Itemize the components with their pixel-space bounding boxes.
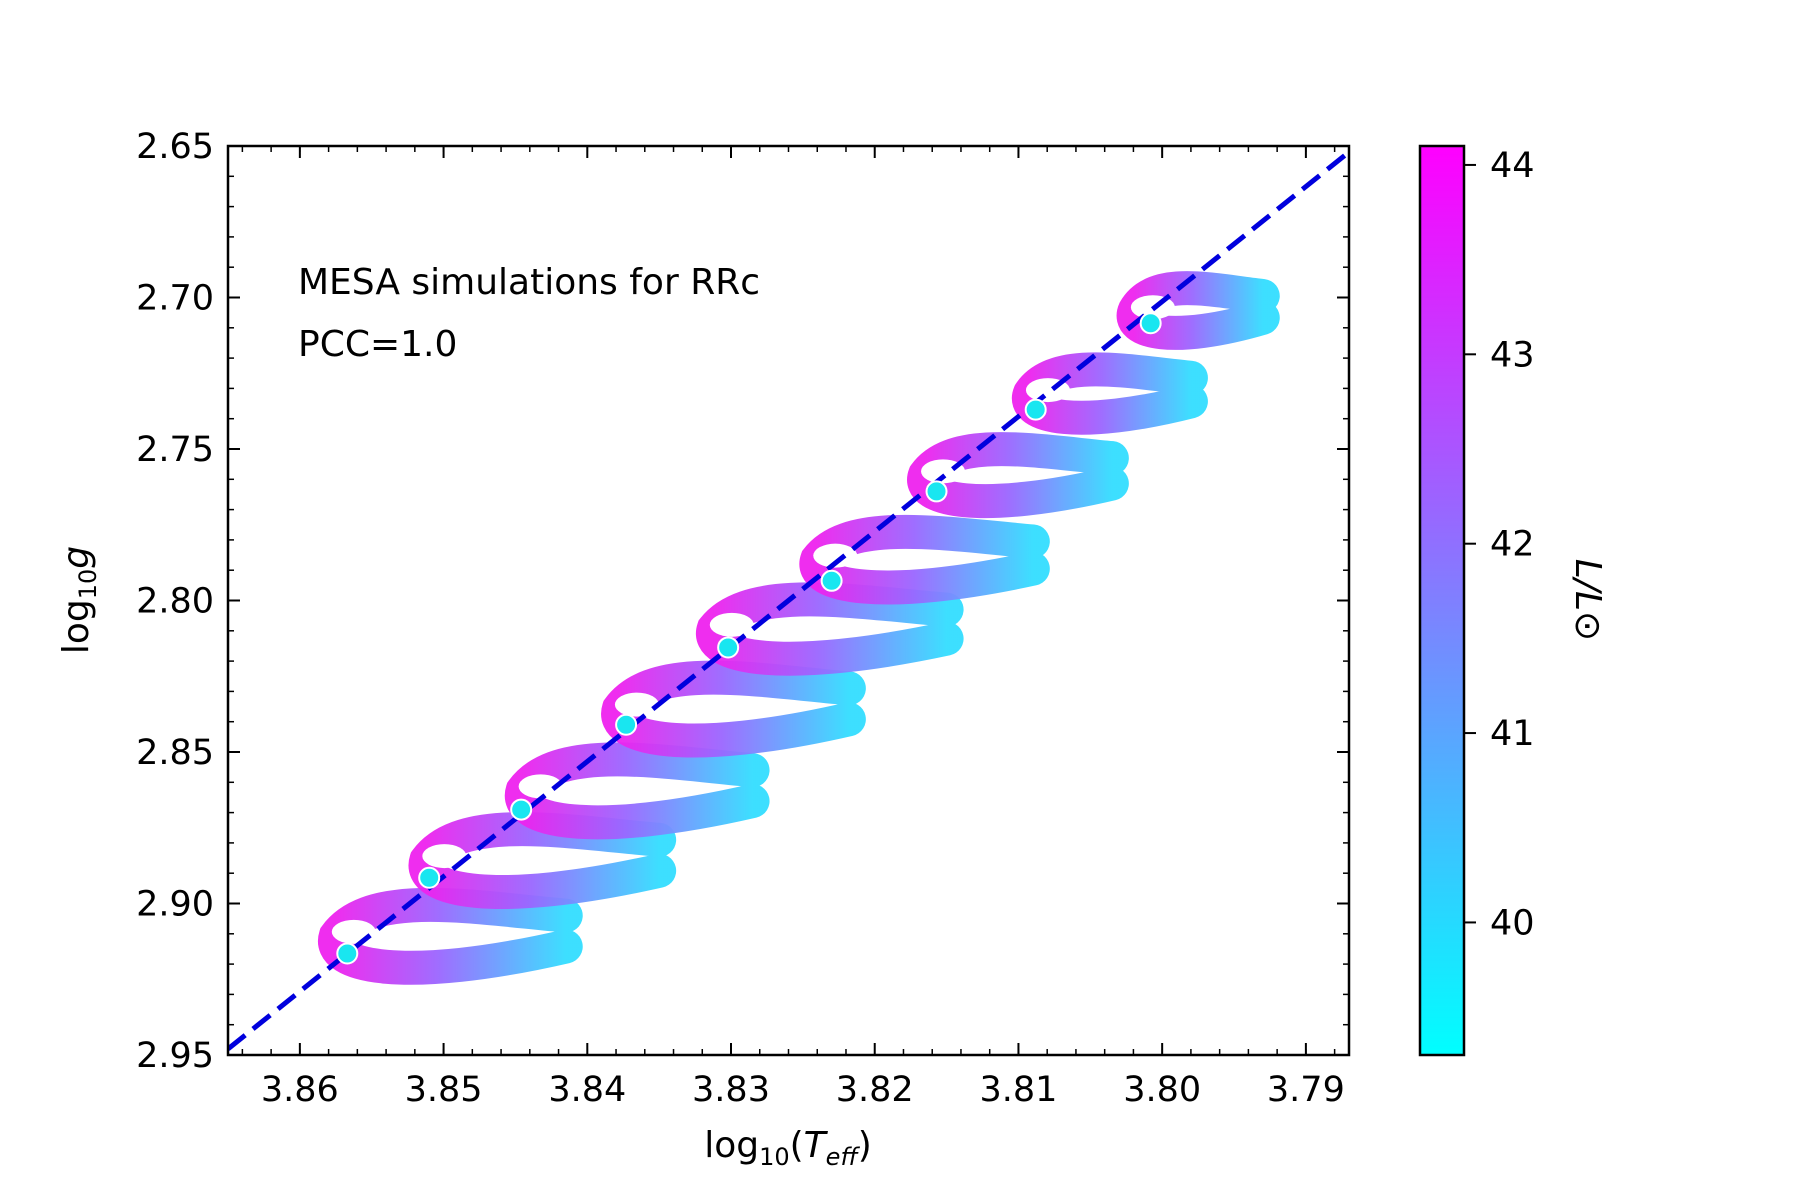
marker-3 (510, 798, 533, 821)
y-tick-label: 2.95 (136, 1036, 214, 1076)
y-axis-label-var: g (56, 546, 97, 569)
loop-gap-2 (422, 844, 467, 869)
colorbar-tick-label: 41 (1490, 714, 1535, 754)
x-tick-label: 3.83 (692, 1070, 770, 1110)
x-axis-label-var-sub: eff (826, 1143, 861, 1171)
x-axis-label-close: ) (858, 1125, 872, 1166)
loop-gap-1 (331, 919, 376, 944)
fit-line-group (228, 150, 1349, 1051)
x-axis-label-sub: 10 (759, 1143, 790, 1171)
x-ticks: 3.86 3.85 3.84 3.83 3.82 3.81 3.80 3.79 (241, 146, 1345, 1110)
x-tick-label: 3.85 (405, 1070, 483, 1110)
marker-5 (717, 636, 740, 659)
colorbar-tick-label: 42 (1490, 525, 1535, 565)
x-axis-label-open: ( (790, 1125, 804, 1166)
loop-gap-3 (518, 774, 563, 799)
colorbar-tick-label: 40 (1490, 903, 1535, 943)
x-tick-label: 3.79 (1267, 1070, 1345, 1110)
annotation-line-2: PCC=1.0 (298, 324, 457, 365)
x-tick-label: 3.82 (836, 1070, 914, 1110)
x-tick-label: 3.84 (548, 1070, 626, 1110)
marker-4 (615, 713, 638, 736)
y-tick-label: 2.65 (136, 127, 214, 167)
y-tick-label: 2.85 (136, 733, 214, 773)
y-axis-label-base: log (56, 599, 97, 654)
marker-7 (925, 480, 948, 503)
y-ticks: 2.65 2.70 2.75 2.80 2.85 2.90 2.95 (136, 127, 1349, 1076)
loop-gap-6 (813, 543, 858, 568)
x-axis-label-base: log (704, 1125, 759, 1166)
colorbar-label: L/L⊙ (1567, 559, 1608, 641)
x-tick-label: 3.86 (261, 1070, 339, 1110)
y-axis-label: log10g (56, 546, 102, 654)
x-tick-label: 3.80 (1123, 1070, 1201, 1110)
colorbar-ticks: 40 41 42 43 44 (1464, 146, 1535, 943)
y-tick-label: 2.75 (136, 430, 214, 470)
marker-2 (418, 866, 441, 889)
marker-6 (820, 569, 843, 592)
y-tick-label: 2.90 (136, 885, 214, 925)
x-axis-label-var: T (804, 1125, 829, 1166)
y-tick-label: 2.80 (136, 582, 214, 622)
loop-gap-5 (709, 612, 754, 637)
loops-group (318, 271, 1280, 985)
marker-8 (1024, 398, 1047, 421)
colorbar (1418, 144, 1466, 1057)
x-tick-label: 3.81 (979, 1070, 1057, 1110)
fit-line (228, 150, 1349, 1051)
marker-9 (1139, 312, 1162, 335)
colorbar-tick-label: 44 (1490, 146, 1535, 186)
markers-group (336, 312, 1162, 965)
marker-1 (336, 942, 359, 965)
colorbar-tick-label: 43 (1490, 335, 1535, 375)
annotation-line-1: MESA simulations for RRc (298, 262, 760, 303)
x-axis-label: log10(Teff) (704, 1125, 872, 1171)
y-axis-label-sub: 10 (74, 569, 102, 600)
y-tick-label: 2.70 (136, 279, 214, 319)
loop-gap-4 (614, 692, 659, 717)
